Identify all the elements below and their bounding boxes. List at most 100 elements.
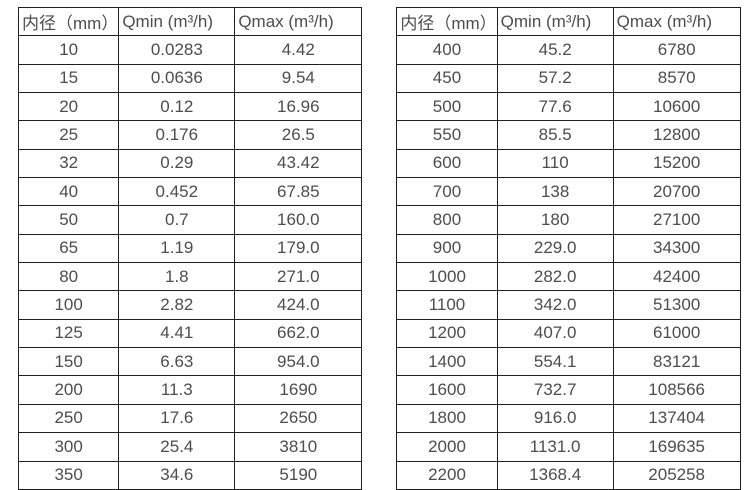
- table-cell: 17.6: [118, 403, 236, 434]
- table-row: 400 45.2 6780: [396, 35, 741, 65]
- table-cell: 0.7: [118, 205, 236, 235]
- table-cell: 51300: [612, 290, 741, 320]
- table-row: 1200 407.0 61000: [396, 318, 741, 349]
- table-cell: 1000: [396, 262, 498, 292]
- table-cell: 2000: [396, 432, 498, 462]
- table-cell: 732.7: [496, 375, 614, 405]
- table-row: 15 0.0636 9.54: [17, 63, 363, 94]
- flow-range-table-small-diameters: 内径（mm） Qmin (m³/h) Qmax (m³/h) 10 0.0283 4.4…: [17, 6, 363, 490]
- column-header: Qmin (m³/h): [496, 6, 614, 37]
- table-row: 600 110 15200: [396, 148, 741, 179]
- column-header: Qmin (m³/h): [118, 6, 236, 37]
- table-cell: 83121: [612, 347, 741, 377]
- table-cell: 916.0: [496, 403, 614, 434]
- table-cell: 12800: [612, 120, 741, 150]
- table-row: 1000 282.0 42400: [396, 262, 741, 292]
- table-cell: 20700: [612, 177, 741, 207]
- table-cell: 108566: [612, 375, 741, 405]
- table-cell: 2200: [396, 460, 498, 490]
- table-cell: 15200: [612, 148, 741, 179]
- table-cell: 450: [396, 63, 498, 94]
- table-cell: 15: [17, 63, 120, 94]
- table-cell: 20: [17, 92, 120, 122]
- table-row: 2000 1131.0 169635: [396, 432, 741, 462]
- table-row: 10 0.0283 4.42: [17, 35, 363, 65]
- table-cell: 25: [17, 120, 120, 150]
- table-cell: 900: [396, 233, 498, 264]
- table-cell: 1690: [234, 375, 363, 405]
- table-row: 300 25.4 3810: [17, 432, 363, 462]
- table-cell: 34.6: [118, 460, 236, 490]
- table-cell: 1.19: [118, 233, 236, 264]
- table-cell: 9.54: [234, 63, 363, 94]
- table-cell: 1800: [396, 403, 498, 434]
- table-cell: 250: [17, 403, 120, 434]
- table-cell: 342.0: [496, 290, 614, 320]
- table-cell: 10: [17, 35, 120, 65]
- table-cell: 500: [396, 92, 498, 122]
- table-row: 25 0.176 26.5: [17, 120, 363, 150]
- table-cell: 700: [396, 177, 498, 207]
- table-cell: 27100: [612, 205, 741, 235]
- table-cell: 26.5: [234, 120, 363, 150]
- table-cell: 25.4: [118, 432, 236, 462]
- table-row: 1400 554.1 83121: [396, 347, 741, 377]
- column-header: 内径（mm）: [17, 6, 120, 37]
- table-cell: 0.0283: [118, 35, 236, 65]
- table-cell: 0.176: [118, 120, 236, 150]
- table-cell: 179.0: [234, 233, 363, 264]
- table-cell: 125: [17, 318, 120, 349]
- table-row: 150 6.63 954.0: [17, 347, 363, 377]
- table-cell: 8570: [612, 63, 741, 94]
- table-cell: 1100: [396, 290, 498, 320]
- table-cell: 65: [17, 233, 120, 264]
- table-row: 350 34.6 5190: [17, 460, 363, 490]
- table-cell: 200: [17, 375, 120, 405]
- table-row: 250 17.6 2650: [17, 403, 363, 434]
- table-cell: 300: [17, 432, 120, 462]
- table-cell: 160.0: [234, 205, 363, 235]
- table-cell: 0.29: [118, 148, 236, 179]
- table-row: 200 11.3 1690: [17, 375, 363, 405]
- table-cell: 50: [17, 205, 120, 235]
- table-cell: 407.0: [496, 318, 614, 349]
- table-row: 80 1.8 271.0: [17, 262, 363, 292]
- table-cell: 34300: [612, 233, 741, 264]
- table-row: 1100 342.0 51300: [396, 290, 741, 320]
- table-cell: 10600: [612, 92, 741, 122]
- table-row: 1800 916.0 137404: [396, 403, 741, 434]
- table-cell: 550: [396, 120, 498, 150]
- table-cell: 800: [396, 205, 498, 235]
- table-cell: 1131.0: [496, 432, 614, 462]
- table-cell: 16.96: [234, 92, 363, 122]
- table-cell: 400: [396, 35, 498, 65]
- table-cell: 43.42: [234, 148, 363, 179]
- table-cell: 169635: [612, 432, 741, 462]
- table-cell: 282.0: [496, 262, 614, 292]
- table-row: 900 229.0 34300: [396, 233, 741, 264]
- table-cell: 3810: [234, 432, 363, 462]
- flow-range-table-large-diameters: 内径（mm） Qmin (m³/h) Qmax (m³/h) 400 45.2 6780…: [396, 6, 741, 490]
- table-cell: 2650: [234, 403, 363, 434]
- table-cell: 554.1: [496, 347, 614, 377]
- table-cell: 954.0: [234, 347, 363, 377]
- table-row: 125 4.41 662.0: [17, 318, 363, 349]
- table-cell: 110: [496, 148, 614, 179]
- table-row: 32 0.29 43.42: [17, 148, 363, 179]
- table-cell: 6.63: [118, 347, 236, 377]
- table-cell: 67.85: [234, 177, 363, 207]
- table-cell: 229.0: [496, 233, 614, 264]
- table-cell: 4.41: [118, 318, 236, 349]
- table-cell: 350: [17, 460, 120, 490]
- table-cell: 40: [17, 177, 120, 207]
- table-cell: 32: [17, 148, 120, 179]
- table-cell: 2.82: [118, 290, 236, 320]
- column-header: Qmax (m³/h): [234, 6, 363, 37]
- table-cell: 1200: [396, 318, 498, 349]
- table-cell: 61000: [612, 318, 741, 349]
- table-cell: 138: [496, 177, 614, 207]
- table-row: 800 180 27100: [396, 205, 741, 235]
- table-cell: 424.0: [234, 290, 363, 320]
- table-cell: 80: [17, 262, 120, 292]
